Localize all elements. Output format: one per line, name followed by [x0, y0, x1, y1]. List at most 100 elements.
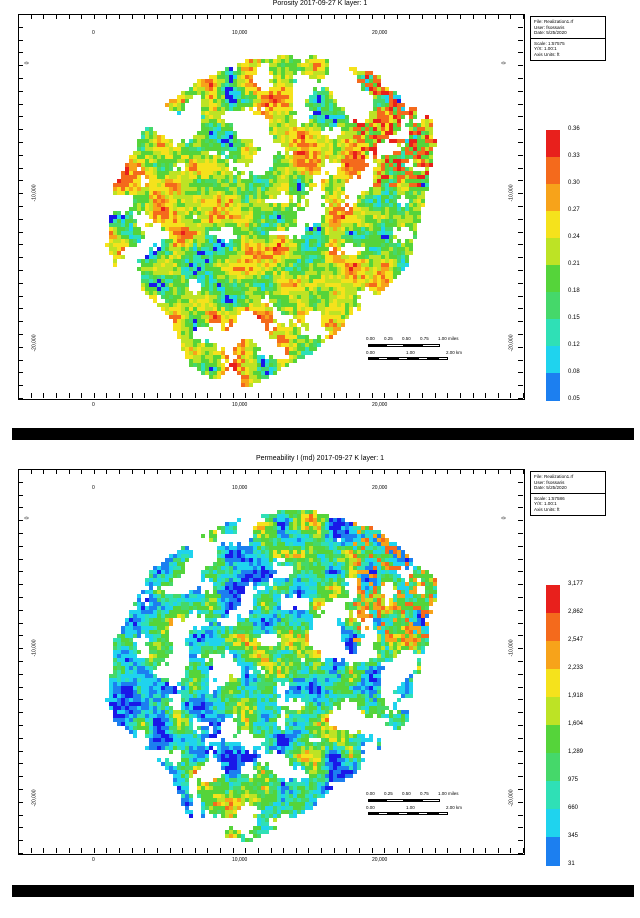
grid-cell — [357, 239, 361, 243]
grid-cell — [137, 211, 141, 215]
grid-cell — [309, 343, 313, 347]
grid-cell — [313, 259, 317, 263]
grid-cell — [269, 107, 273, 111]
grid-cell — [309, 295, 313, 299]
grid-cell — [285, 279, 289, 283]
grid-cell — [165, 267, 169, 271]
grid-cell — [265, 99, 269, 103]
grid-cell — [113, 183, 117, 187]
grid-cell — [213, 147, 217, 151]
grid-cell — [325, 259, 329, 263]
grid-cell — [337, 311, 341, 315]
grid-cell — [205, 135, 209, 139]
grid-cell — [161, 251, 165, 255]
grid-cell — [237, 550, 241, 554]
grid-cell — [209, 570, 213, 574]
grid-cell — [257, 590, 261, 594]
grid-cell — [197, 339, 201, 343]
grid-cell — [221, 570, 225, 574]
grid-cell — [193, 363, 197, 367]
grid-cell — [285, 163, 289, 167]
grid-cell — [233, 594, 237, 598]
grid-cell — [309, 71, 313, 75]
grid-cell — [329, 518, 333, 522]
grid-cell — [245, 283, 249, 287]
axis-tick — [396, 14, 398, 19]
grid-cell — [217, 179, 221, 183]
grid-cell — [361, 267, 365, 271]
grid-cell — [141, 203, 145, 207]
grid-cell — [277, 115, 281, 119]
grid-cell — [301, 263, 305, 267]
grid-cell — [193, 267, 197, 271]
grid-cell — [285, 179, 289, 183]
grid-cell — [245, 215, 249, 219]
grid-cell — [197, 219, 201, 223]
grid-cell — [177, 211, 181, 215]
grid-cell — [317, 151, 321, 155]
grid-cell — [341, 311, 345, 315]
grid-cell — [149, 283, 153, 287]
grid-cell — [209, 303, 213, 307]
grid-cell — [397, 175, 401, 179]
grid-cell — [201, 211, 205, 215]
grid-cell — [213, 95, 217, 99]
grid-cell — [353, 159, 357, 163]
axis-tick — [220, 393, 221, 398]
grid-cell — [417, 183, 421, 187]
grid-cell — [333, 295, 337, 299]
grid-cell — [257, 303, 261, 307]
grid-cell — [421, 119, 425, 123]
grid-cell — [273, 319, 277, 323]
grid-cell — [401, 175, 405, 179]
grid-cell — [301, 307, 305, 311]
grid-cell — [217, 287, 221, 291]
grid-cell — [381, 263, 385, 267]
grid-cell — [181, 307, 185, 311]
grid-cell — [205, 355, 209, 359]
grid-cell — [321, 578, 325, 582]
grid-cell — [225, 355, 229, 359]
grid-cell — [365, 75, 369, 79]
grid-cell — [393, 562, 397, 566]
grid-cell — [237, 259, 241, 263]
grid-cell — [381, 187, 385, 191]
axis-tick — [409, 14, 411, 19]
grid-cell — [145, 578, 149, 582]
grid-cell — [121, 231, 125, 235]
grid-cell — [357, 219, 361, 223]
grid-cell — [213, 586, 217, 590]
grid-cell — [177, 151, 181, 155]
grid-cell — [373, 147, 377, 151]
grid-cell — [293, 522, 297, 526]
grid-cell — [405, 263, 409, 267]
grid-cell — [205, 111, 209, 115]
grid-cell — [301, 514, 305, 518]
grid-cell — [337, 171, 341, 175]
grid-cell — [201, 175, 205, 179]
grid-cell — [377, 135, 381, 139]
grid-cell — [385, 107, 389, 111]
grid-cell — [189, 263, 193, 267]
grid-cell — [169, 271, 173, 275]
grid-cell — [253, 95, 257, 99]
grid-cell — [429, 590, 433, 594]
grid-cell — [209, 227, 213, 231]
grid-cell — [285, 530, 289, 534]
grid-cell — [329, 199, 333, 203]
grid-cell — [245, 267, 249, 271]
grid-cell — [297, 327, 301, 331]
grid-cell — [349, 558, 353, 562]
grid-cell — [273, 251, 277, 255]
grid-cell — [293, 271, 297, 275]
grid-cell — [381, 279, 385, 283]
grid-cell — [157, 590, 161, 594]
grid-cell — [161, 183, 165, 187]
axis-tick — [518, 244, 523, 246]
grid-cell — [285, 586, 289, 590]
grid-cell — [249, 299, 253, 303]
grid-cell — [313, 538, 317, 542]
grid-cell — [293, 586, 297, 590]
grid-cell — [393, 215, 397, 219]
grid-cell — [209, 219, 213, 223]
